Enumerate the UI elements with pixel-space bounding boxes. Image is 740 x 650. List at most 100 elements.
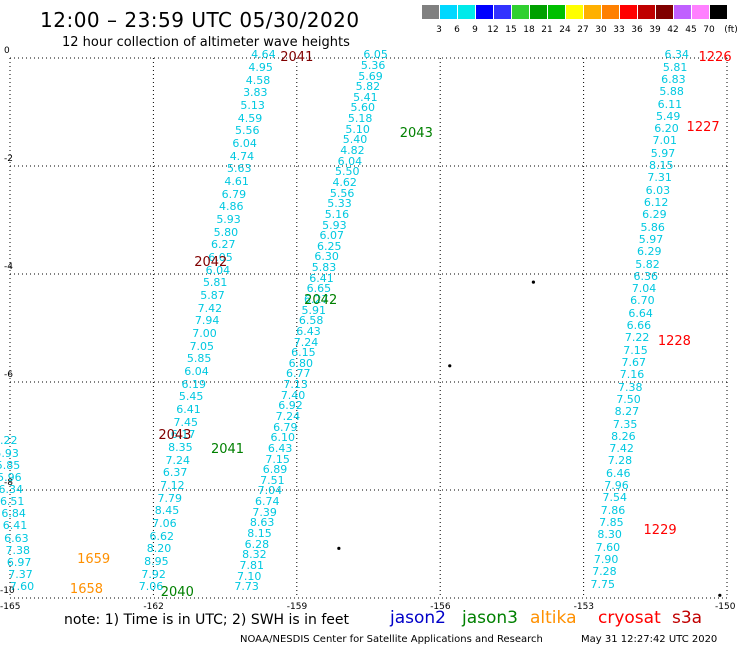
- wave-height-value: 7.38: [618, 380, 643, 394]
- wave-height-value: 4.62: [332, 175, 357, 189]
- y-tick-label: -2: [4, 154, 13, 164]
- pass-label: 2040: [160, 584, 194, 600]
- y-tick-label: -8: [4, 478, 13, 488]
- x-tick-label: -150: [715, 602, 736, 612]
- wave-height-value: 8.45: [154, 504, 180, 518]
- wave-height-value: 5.83: [311, 261, 337, 275]
- wave-height-value: 5.93: [322, 218, 347, 232]
- color-scale-label: 42: [667, 25, 679, 35]
- wave-height-value: 7.42: [609, 442, 634, 456]
- wave-height-value: 7.31: [647, 171, 672, 185]
- color-scale-label: 36: [631, 25, 643, 35]
- wave-height-value: 7.54: [602, 491, 628, 505]
- wave-height-value: 6.64: [628, 306, 653, 320]
- island-mark: [448, 364, 452, 368]
- wave-height-value: 7.94: [194, 314, 220, 328]
- wave-height-value: 6.20: [654, 122, 679, 136]
- color-scale-label: 15: [505, 25, 517, 35]
- pass-label: 2042: [304, 293, 338, 308]
- wave-height-value: 5.85: [186, 352, 212, 366]
- wave-height-value: 5.45: [178, 390, 204, 404]
- wave-height-value: 7.86: [600, 503, 626, 517]
- wave-height-value: 8.95: [144, 554, 169, 568]
- color-swatch: [710, 5, 727, 19]
- island-mark: [337, 546, 341, 550]
- wave-height-value: 7.04: [631, 282, 657, 296]
- wave-height-value: 6.04: [337, 154, 363, 168]
- wave-height-value: 6.04: [205, 263, 231, 277]
- wave-height-value: 6.43: [267, 441, 293, 455]
- wave-height-value: 7.28: [592, 565, 617, 579]
- wave-height-value: 7.90: [593, 552, 619, 566]
- credit-timestamp: May 31 12:27:42 UTC 2020: [581, 634, 718, 645]
- wave-height-value: 5.82: [635, 257, 660, 271]
- wave-height-value: 6.04: [184, 364, 209, 378]
- y-tick-label: 0: [4, 46, 10, 56]
- pass-label: 1228: [657, 333, 691, 349]
- pass-label: 1229: [643, 522, 677, 538]
- wave-height-value: 7.10: [236, 569, 262, 583]
- wave-height-value: 6.51: [0, 495, 25, 509]
- wave-height-value: 6.66: [626, 319, 652, 333]
- wave-height-value: 5.33: [327, 197, 352, 211]
- satellite-jason2: jason2: [390, 608, 446, 628]
- wave-height-value: 4.82: [340, 144, 365, 158]
- color-scale-label: 6: [454, 25, 460, 35]
- color-scale-label: 70: [703, 25, 715, 35]
- wave-height-value: 5.93: [0, 446, 19, 460]
- wave-height-value: 5.81: [202, 276, 228, 290]
- wave-height-value: 6.22: [0, 434, 18, 448]
- color-swatch: [656, 5, 673, 19]
- wave-height-value: 7.24: [293, 335, 319, 349]
- island-mark: [718, 593, 722, 597]
- wave-height-value: 6.27: [304, 292, 329, 306]
- wave-height-value: 8.32: [242, 548, 267, 562]
- wave-height-value: 5.40: [342, 133, 368, 147]
- wave-height-value: 5.80: [213, 225, 239, 239]
- wave-height-value: 7.81: [239, 558, 265, 572]
- wave-height-value: 8.15: [247, 527, 272, 540]
- color-scale-label: 39: [649, 25, 661, 35]
- wave-height-value: 6.41: [309, 271, 334, 285]
- map-subtitle: 12 hour collection of altimeter wave hei…: [62, 35, 350, 50]
- wave-height-value: 6.37: [162, 466, 188, 480]
- map-title: 12:00 – 23:59 UTC 05/30/2020: [40, 8, 360, 32]
- wave-height-value: 6.03: [645, 183, 671, 197]
- y-tick-label: -6: [4, 370, 13, 380]
- wave-height-value: 7.24: [165, 453, 191, 467]
- wave-height-value: 6.63: [4, 531, 29, 545]
- wave-height-value: 6.58: [298, 314, 324, 328]
- wave-height-value: 7.85: [599, 515, 624, 529]
- wave-height-value: 7.67: [621, 355, 646, 369]
- wave-height-value: 5.56: [235, 124, 260, 138]
- color-swatch: [548, 5, 565, 19]
- wave-height-value: 6.83: [661, 72, 686, 86]
- wave-height-value: 6.41: [2, 519, 28, 533]
- pass-label: 1659: [77, 552, 111, 568]
- wave-height-value: 4.74: [229, 149, 255, 163]
- pass-label: 1227: [686, 120, 720, 136]
- color-swatch: [692, 5, 709, 19]
- wave-height-value: 6.07: [319, 229, 345, 243]
- wave-height-value: 5.63: [227, 162, 252, 176]
- wave-height-value: 5.88: [659, 85, 684, 99]
- wave-height-value: 4.64: [251, 48, 276, 62]
- wave-height-value: 6.46: [605, 466, 631, 480]
- wave-height-value: 4.59: [237, 111, 263, 125]
- wave-height-value: 6.29: [642, 208, 667, 222]
- wave-height-value: 7.60: [9, 580, 35, 594]
- color-swatch: [602, 5, 619, 19]
- wave-height-value: 5.86: [640, 220, 665, 234]
- wave-height-value: 7.42: [197, 301, 223, 315]
- wave-height-value: 6.77: [285, 367, 311, 381]
- wave-height-value: 6.30: [314, 250, 339, 264]
- wave-height-value: 8.35: [168, 440, 193, 454]
- wave-height-value: 8.15: [649, 159, 674, 173]
- color-swatch: [584, 5, 601, 19]
- wave-height-value: 7.06: [138, 580, 164, 594]
- wave-height-value: 6.97: [6, 555, 32, 569]
- wave-height-value: 4.86: [218, 200, 244, 214]
- wave-height-value: 6.10: [270, 431, 295, 445]
- wave-height-value: 7.28: [607, 454, 633, 468]
